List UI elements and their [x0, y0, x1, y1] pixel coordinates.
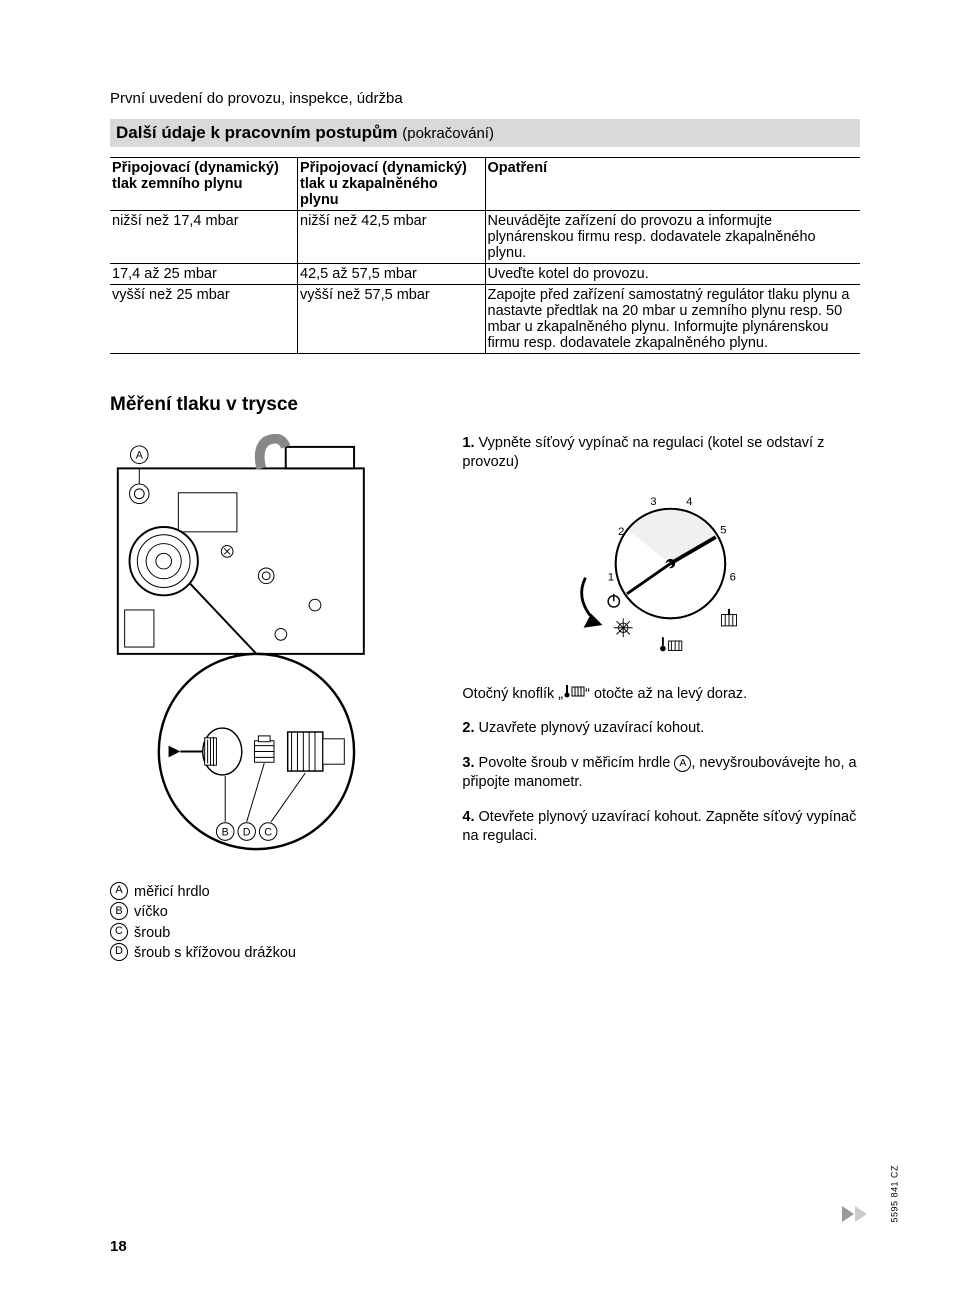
cell: 17,4 až 25 mbar: [110, 264, 298, 285]
col-header: Opatření: [485, 158, 860, 211]
step-3: 3. Povolte šroub v měřicím hrdle A, nevy…: [462, 754, 860, 792]
table-row: nižší než 17,4 mbar nižší než 42,5 mbar …: [110, 211, 860, 264]
continue-arrows-icon: [842, 1206, 872, 1225]
col-header: Připojovací (dy­namický) tlak u zkapalně…: [298, 158, 486, 211]
legend-letter: D: [110, 943, 128, 961]
label-a-icon: A: [674, 755, 691, 772]
col-header: Připojovací (dy­namický) tlak zemního pl…: [110, 158, 298, 211]
svg-text:5: 5: [720, 524, 726, 536]
cell: 42,5 až 57,5 mbar: [298, 264, 486, 285]
knob-post: “ otočte až na levý doraz.: [585, 685, 747, 701]
knob-instruction: Otočný knoflík „ “ otočte až na levý dora…: [462, 684, 860, 704]
cell: nižší než 42,5 mbar: [298, 211, 486, 264]
legend-text: šroub s křížovou drážkou: [134, 943, 296, 963]
table-row: 17,4 až 25 mbar 42,5 až 57,5 mbar Uveďte…: [110, 264, 860, 285]
apparatus-diagram: A: [110, 434, 422, 864]
svg-text:B: B: [222, 826, 229, 838]
svg-text:C: C: [264, 826, 272, 838]
section-continuation: (pokračování): [402, 125, 494, 142]
cell: Zapojte před zařízení samostatný reg­ulá…: [485, 285, 860, 354]
legend-text: měřicí hrdlo: [134, 882, 210, 902]
step-text: Uzavřete plynový uzavírací koh­out.: [479, 720, 705, 736]
cell: vyšší než 25 mbar: [110, 285, 298, 354]
svg-text:D: D: [243, 826, 251, 838]
cell: Neuvádějte zařízení do provozu a in­form…: [485, 211, 860, 264]
step-4: 4. Otevřete plynový uzavírací koh­out. Z…: [462, 808, 860, 846]
thermo-radiator-icon: [563, 684, 585, 704]
legend-letter: B: [110, 902, 128, 920]
knob-pre: Otočný knoflík „: [462, 685, 563, 701]
svg-text:6: 6: [730, 571, 736, 583]
table-row: vyšší než 25 mbar vyšší než 57,5 mbar Za…: [110, 285, 860, 354]
svg-text:4: 4: [686, 496, 692, 508]
legend: A měřicí hrdlo B víčko C šroub D šroub s…: [110, 882, 422, 963]
doc-code: 5595 841 CZ: [890, 1165, 900, 1223]
section-header: Další údaje k pracovním postupům (pokrač…: [110, 119, 860, 147]
svg-text:1: 1: [608, 571, 614, 583]
step-2: 2. Uzavřete plynový uzavírací koh­out.: [462, 719, 860, 738]
legend-letter: A: [110, 882, 128, 900]
step-text: Povolte šroub v měřicím hrdle: [479, 755, 675, 771]
dial-diagram: 1 2 3 4 5 6: [462, 488, 860, 664]
pressure-table: Připojovací (dy­namický) tlak zemního pl…: [110, 157, 860, 354]
svg-text:A: A: [136, 450, 144, 462]
section-title: Další údaje k pracovním postupům: [116, 123, 398, 142]
table-header-row: Připojovací (dy­namický) tlak zemního pl…: [110, 158, 860, 211]
cell: Uveďte kotel do provozu.: [485, 264, 860, 285]
step-text: Vypněte síťový vypínač na regu­laci (kot…: [462, 435, 824, 470]
legend-text: víčko: [134, 902, 168, 922]
legend-row: A měřicí hrdlo: [110, 882, 422, 902]
legend-row: D šroub s křížovou drážkou: [110, 943, 422, 963]
page-number: 18: [110, 1238, 127, 1255]
svg-text:2: 2: [618, 526, 624, 538]
legend-letter: C: [110, 923, 128, 941]
svg-text:3: 3: [650, 496, 656, 508]
step-1: 1. Vypněte síťový vypínač na regu­laci (…: [462, 434, 860, 472]
legend-row: C šroub: [110, 923, 422, 943]
cell: nižší než 17,4 mbar: [110, 211, 298, 264]
step-text: Otevřete plynový uzavírací koh­out. Zapn…: [462, 809, 856, 844]
subheading: Měření tlaku v trysce: [110, 394, 860, 416]
legend-text: šroub: [134, 923, 170, 943]
header-subtitle: První uvedení do provozu, inspekce, údrž…: [110, 90, 860, 107]
cell: vyšší než 57,5 mbar: [298, 285, 486, 354]
legend-row: B víčko: [110, 902, 422, 922]
